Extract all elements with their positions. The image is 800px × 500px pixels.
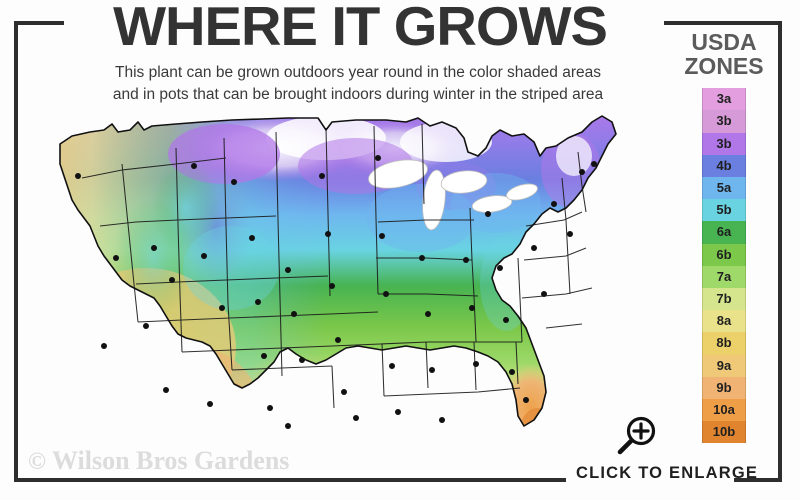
zone-swatch-6a-6: 6a bbox=[702, 221, 746, 244]
zone-swatch-9a-12: 9a bbox=[702, 354, 746, 377]
subtitle-text: This plant can be grown outdoors year ro… bbox=[38, 62, 678, 106]
zone-swatch-5b-5: 5b bbox=[702, 199, 746, 222]
usda-zones-legend: USDA ZONES 3a 3b 3b 4b 5a 5b 6a 6b 7a 7b 8a 8b 9a 9b 1… bbox=[672, 30, 776, 444]
zone-swatch-4b-3: 4b bbox=[702, 154, 746, 178]
page-title: WHERE IT GROWS bbox=[113, 0, 608, 57]
magnifier-plus-icon[interactable] bbox=[614, 414, 660, 460]
zone-swatch-5a-4: 5a bbox=[702, 177, 746, 200]
legend-title-line-2: ZONES bbox=[684, 53, 764, 80]
legend-title-line-1: USDA bbox=[691, 29, 757, 55]
watermark: © Wilson Bros Gardens bbox=[28, 446, 289, 476]
zone-swatch-3b-2: 3b bbox=[702, 132, 746, 155]
zone-swatch-10a-14: 10a bbox=[702, 398, 746, 422]
zone-swatch-7a-8: 7a bbox=[702, 265, 746, 288]
zone-swatch-3b-1: 3b bbox=[702, 110, 746, 133]
subtitle-line-1: This plant can be grown outdoors year ro… bbox=[115, 64, 601, 81]
watermark-text: Wilson Bros Gardens bbox=[51, 446, 290, 475]
zone-swatch-8b-11: 8b bbox=[702, 332, 746, 355]
zone-swatch-6b-7: 6b bbox=[702, 243, 746, 266]
frame-right-segment bbox=[778, 21, 782, 482]
zone-swatch-7b-9: 7b bbox=[702, 287, 746, 311]
frame-bottom-left-segment bbox=[14, 478, 566, 482]
us-map-svg bbox=[59, 115, 617, 429]
frame-top-right-segment bbox=[664, 21, 782, 25]
zone-swatch-9b-13: 9b bbox=[702, 376, 746, 399]
legend-title: USDA ZONES bbox=[672, 30, 776, 78]
hardiness-zone-map[interactable] bbox=[26, 108, 671, 463]
subtitle-line-2: and in pots that can be brought indoors … bbox=[112, 86, 604, 103]
great-lakes bbox=[368, 159, 538, 231]
zone-swatch-column: 3a 3b 3b 4b 5a 5b 6a 6b 7a 7b 8a 8b 9a 9b 10a 10b bbox=[702, 88, 746, 444]
zone-color-fills bbox=[60, 116, 616, 426]
zone-swatch-8a-10: 8a bbox=[702, 310, 746, 333]
city-markers bbox=[75, 155, 597, 429]
frame-bottom-right-segment bbox=[734, 478, 782, 482]
copyright-symbol: © bbox=[28, 449, 46, 475]
zone-swatch-10b-15: 10b bbox=[702, 421, 746, 444]
state-boundaries bbox=[81, 123, 593, 409]
click-to-enlarge-label[interactable]: CLICK TO ENLARGE bbox=[576, 464, 759, 482]
frame-left-segment bbox=[14, 21, 18, 482]
frame-top-left-segment bbox=[14, 21, 64, 25]
us-outline bbox=[59, 115, 617, 427]
zone-swatch-3a-0: 3a bbox=[702, 88, 746, 111]
